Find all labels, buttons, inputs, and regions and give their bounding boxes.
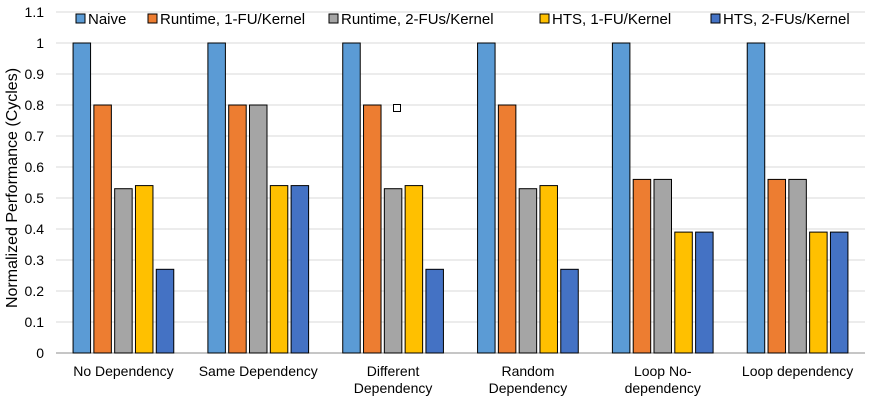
bar — [560, 268, 579, 354]
bar — [632, 178, 652, 354]
legend-label: HTS, 1-FU/Kernel — [552, 11, 671, 28]
y-tick-label: 0.3 — [25, 252, 45, 268]
legend-label: HTS, 2-FUs/Kernel — [723, 11, 850, 28]
legend-swatch — [75, 13, 86, 24]
y-tick-label: 1.1 — [25, 4, 45, 20]
bar — [114, 188, 133, 354]
y-tick-label: 0.5 — [25, 190, 45, 206]
bar — [695, 231, 714, 354]
bar — [746, 42, 766, 354]
y-tick-label: 0.1 — [25, 314, 45, 330]
category-label: Same Dependency — [199, 363, 318, 379]
category-label: No Dependency — [73, 363, 173, 379]
legend: Naive Runtime, 1-FU/Kernel Runtime, 2-FUs/… — [75, 11, 850, 28]
bar — [155, 268, 175, 354]
legend-swatch — [328, 13, 339, 24]
bar — [674, 231, 693, 354]
bar — [363, 104, 382, 354]
legend-label: Runtime, 1-FU/Kernel — [160, 11, 305, 28]
category-label: Loop No- — [634, 363, 692, 379]
y-axis-label: Normalized Performance (Cycles) — [4, 68, 21, 308]
legend-swatch — [539, 13, 550, 24]
category-label: Dependency — [489, 380, 568, 396]
bar — [342, 42, 361, 354]
y-tick-labels: 0 0.1 0.2 0.3 0.4 0.5 0.6 0.7 0.8 0.9 1 1.1 — [25, 4, 45, 361]
y-tick-label: 1 — [36, 35, 44, 51]
bar — [228, 104, 247, 354]
y-tick-label: 0.2 — [25, 283, 45, 299]
y-tick-label: 0 — [36, 345, 44, 361]
y-tick-label: 0.9 — [25, 66, 45, 82]
bar — [269, 185, 289, 354]
bar — [497, 104, 517, 354]
category-label: dependency — [625, 380, 701, 396]
bar — [767, 178, 787, 354]
bar — [611, 42, 631, 354]
bar — [207, 42, 226, 354]
bar — [425, 268, 444, 354]
small-square-marker — [393, 104, 401, 112]
bar — [404, 185, 424, 354]
bars — [72, 42, 849, 354]
bar — [653, 178, 672, 354]
category-labels: No Dependency Same Dependency DifferentDep… — [73, 363, 853, 396]
bar — [290, 185, 310, 354]
gridlines — [56, 11, 865, 354]
legend-label: Runtime, 2-FUs/Kernel — [341, 11, 494, 28]
y-tick-label: 0.6 — [25, 159, 45, 175]
bar — [72, 42, 92, 354]
legend-swatch — [710, 13, 721, 24]
category-label: Dependency — [354, 380, 433, 396]
y-tick-label: 0.7 — [25, 128, 45, 144]
bar — [477, 42, 496, 354]
bar — [249, 104, 268, 354]
bar — [518, 188, 538, 354]
bar — [788, 178, 807, 354]
y-tick-label: 0.8 — [25, 97, 45, 113]
bar — [539, 185, 558, 354]
legend-swatch — [147, 13, 158, 24]
bar — [809, 231, 828, 354]
bar — [93, 104, 112, 354]
bar — [829, 231, 849, 354]
bar — [134, 185, 154, 354]
y-tick-label: 0.4 — [25, 221, 45, 237]
legend-label: Naive — [88, 11, 126, 28]
category-label: Loop dependency — [742, 363, 853, 379]
category-label: Random — [501, 363, 554, 379]
category-label: Different — [367, 363, 420, 379]
bar — [383, 188, 403, 354]
